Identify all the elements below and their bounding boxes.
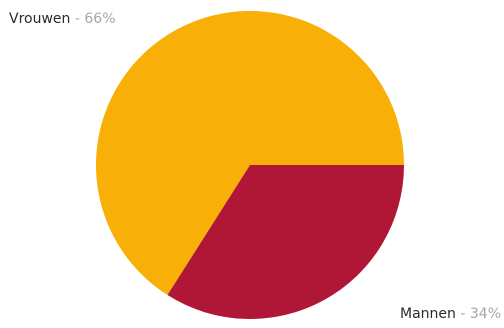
slice-label-separator: - (460, 306, 466, 322)
slice-label-percent: 66% (84, 11, 116, 27)
slice-label-separator: - (74, 11, 80, 27)
slice-label-name: Vrouwen (9, 11, 71, 27)
slice-label-mannen: Mannen - 34% (400, 306, 501, 322)
pie-slice-mannen (167, 165, 405, 319)
pie-slice-vrouwen (96, 10, 404, 296)
slice-label-name: Mannen (400, 306, 456, 322)
slice-label-vrouwen: Vrouwen - 66% (9, 11, 116, 27)
slice-label-percent: 34% (469, 306, 501, 322)
